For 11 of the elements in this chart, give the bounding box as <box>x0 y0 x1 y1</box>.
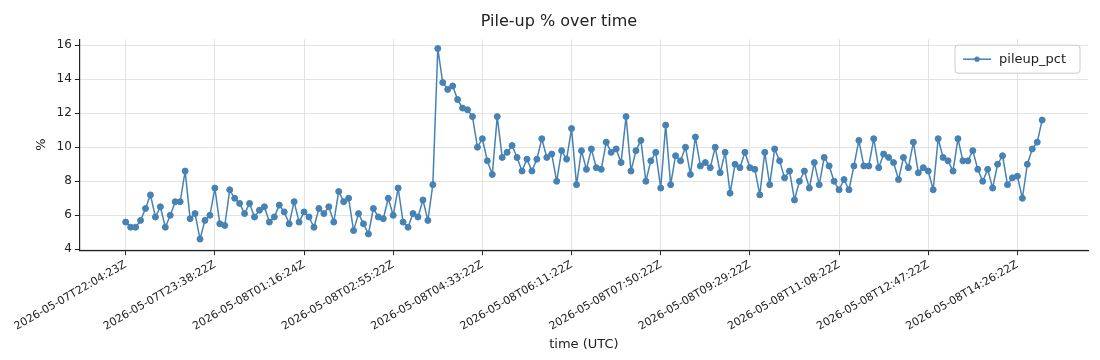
y-tick-label: 8 <box>64 173 72 188</box>
x-axis-title: time (UTC) <box>549 335 619 351</box>
y-tick-label: 6 <box>64 207 72 222</box>
y-axis-title: % <box>33 138 49 151</box>
y-tick-label: 16 <box>56 37 72 52</box>
y-tick-label: 10 <box>56 139 72 154</box>
legend-label: pileup_pct <box>999 50 1067 66</box>
y-tick-label: 12 <box>56 105 72 120</box>
y-tick-label: 4 <box>64 241 72 256</box>
chart-title: Pile-up % over time <box>480 10 638 30</box>
y-tick-label: 14 <box>56 71 72 86</box>
